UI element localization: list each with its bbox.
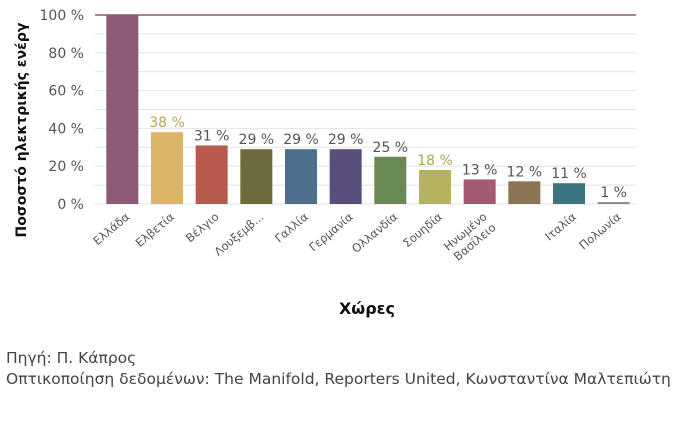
bar [151,132,183,204]
bar [508,181,541,204]
chart-footer: Πηγή: Π. Κάπρος Οπτικοποίηση δεδομένων: … [6,348,696,390]
data-label: 11 % [551,166,587,182]
y-axis-title: Ποσοστό ηλεκτρικής ενέργ [14,22,30,237]
y-tick-label: 20 % [48,159,84,175]
x-tick-label: Σουηδία [400,209,445,250]
data-label: 1 % [600,185,627,201]
x-tick-label: Ιταλία [542,209,579,243]
source-note: Πηγή: Π. Κάπρος [6,349,137,367]
bar-chart: 0 % 20 % 40 % 60 % 80 % 100 % 38 % 31 % 29 % 29 … [14,8,636,318]
bar [240,149,273,204]
y-tick-label: 40 % [48,121,84,137]
bar [285,149,317,204]
credits-note: Οπτικοποίηση δεδομένων: The Manifold, Re… [6,370,671,388]
x-tick-label: ΗνωμένοΒασίλειο [441,210,499,265]
bar [463,179,496,204]
data-label: 29 % [283,132,319,148]
y-tick-label: 100 % [40,8,84,24]
bar [419,169,451,204]
bar [597,202,630,204]
bar [553,183,585,204]
bar [374,156,407,204]
bar [329,149,362,204]
data-label: 29 % [328,132,364,148]
x-axis-title: Χώρες [339,299,395,318]
data-label: 12 % [507,164,543,180]
y-tick-label: 80 % [48,46,84,62]
bars [106,15,630,204]
x-tick-label: Ελβετία [133,209,178,250]
x-tick-label: Βέλγιο [183,210,222,246]
x-tick-label: Γερμανία [306,209,356,254]
data-label: 31 % [194,128,230,144]
y-axis-ticks: 0 % 20 % 40 % 60 % 80 % 100 % [40,8,84,213]
data-label: 13 % [462,162,498,178]
x-tick-label: Ελλάδα [90,209,132,248]
data-label: 38 % [149,115,185,131]
data-labels: 38 % 31 % 29 % 29 % 29 % 25 % 18 % 13 % 12 % 11 %… [149,115,627,201]
data-label: 29 % [239,132,275,148]
bar [106,15,139,204]
x-tick-label: Ολλανδία [349,209,401,255]
data-label: 18 % [417,153,453,169]
bar [195,145,228,204]
x-tick-label: Πολωνία [576,209,624,252]
y-tick-label: 0 % [57,197,84,213]
y-tick-label: 60 % [48,84,84,100]
data-label: 25 % [373,140,409,156]
x-tick-label: Γαλλία [272,209,311,245]
x-tick-label: Λουξεμβ... [211,210,266,259]
gridlines [95,14,636,205]
